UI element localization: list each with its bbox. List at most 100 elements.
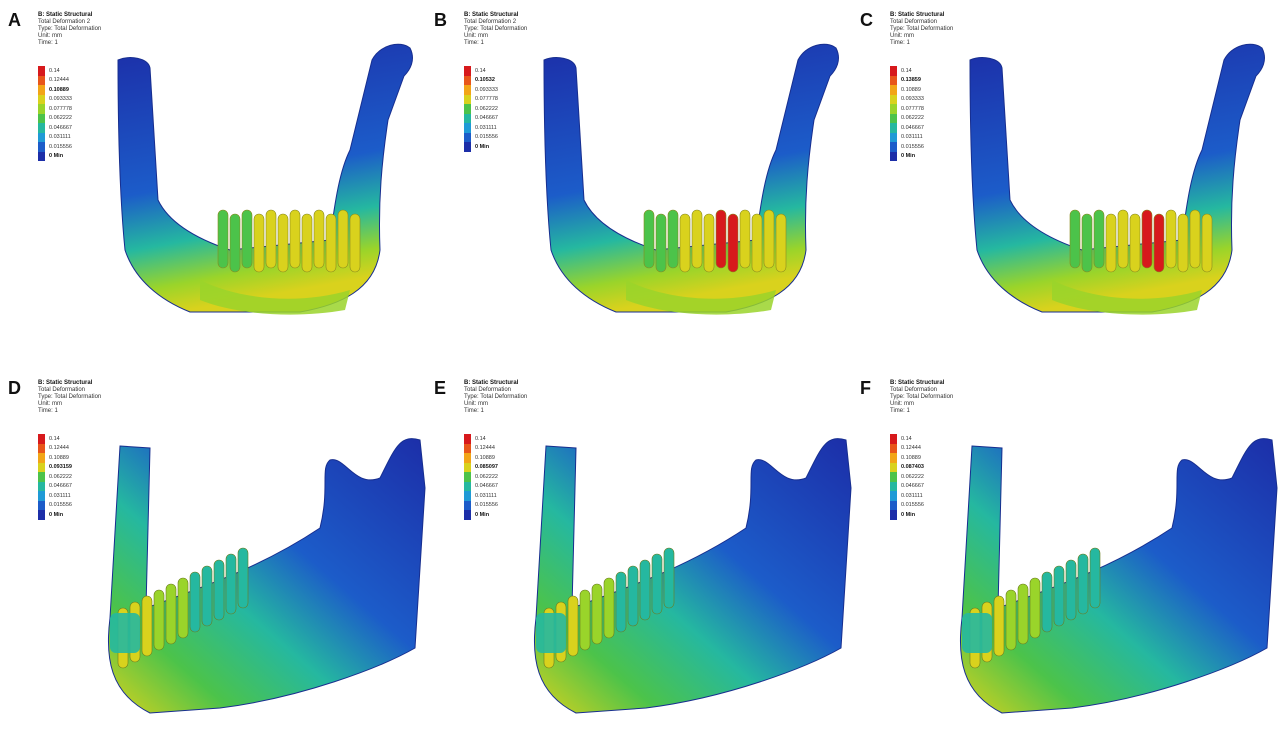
legend-label: 0.14 [475, 435, 486, 442]
legend-row: 0.093333 [464, 85, 498, 95]
color-legend: 0.14 0.10532 0.093333 0.077778 0.062222 0.046… [464, 66, 498, 152]
legend-label: 0.046667 [475, 483, 498, 490]
legend-swatch [464, 472, 471, 482]
legend-row: 0.077778 [464, 94, 498, 104]
legend-swatch [890, 66, 897, 76]
legend-swatch [38, 75, 45, 85]
legend-row: 0.14 [38, 66, 72, 76]
legend-label: 0.031111 [49, 492, 71, 499]
legend-label: 0.14 [49, 67, 60, 74]
legend-swatch [890, 132, 897, 142]
legend-row: 0.14 [890, 66, 924, 76]
header-line: Time: 1 [464, 40, 484, 46]
legend-label: 0.12444 [475, 445, 495, 452]
legend-label: 0.046667 [475, 115, 498, 122]
header-line: Total Deformation [38, 387, 86, 393]
legend-label: 0.031111 [475, 124, 497, 131]
legend-label: 0 Min [475, 143, 490, 150]
legend-row: 0.12444 [38, 443, 72, 453]
legend-label: 0 Min [901, 511, 916, 518]
legend-row: 0.10889 [890, 453, 924, 463]
legend-row: 0.12444 [38, 75, 72, 85]
header-line: Unit: mm [38, 401, 62, 407]
color-legend: 0.14 0.12444 0.10889 0.093159 0.062222 0.0466… [38, 434, 72, 520]
legend-row: 0 Min [38, 151, 72, 161]
legend-swatch [38, 510, 45, 520]
legend-swatch [890, 462, 897, 472]
legend-label: 0.093333 [475, 86, 498, 93]
legend-swatch [464, 491, 471, 501]
panel-letter: F [860, 378, 871, 398]
color-legend: 0.14 0.12444 0.10889 0.093333 0.077778 0.0622… [38, 66, 72, 161]
legend-row: 0.046667 [890, 123, 924, 133]
color-legend: 0.14 0.12444 0.10889 0.087403 0.062222 0.0466… [890, 434, 924, 520]
legend-row: 0.046667 [38, 123, 72, 133]
legend-row: 0.062222 [890, 472, 924, 482]
mandible-model-a [117, 43, 413, 315]
header-line: Unit: mm [38, 33, 62, 39]
header-line: Time: 1 [890, 408, 910, 414]
legend-label: 0.031111 [475, 492, 497, 499]
legend-swatch [890, 443, 897, 453]
legend-swatch [38, 123, 45, 133]
legend-row: 0 Min [38, 510, 72, 520]
header-line: Total Deformation 2 [38, 19, 91, 25]
legend-label: 0 Min [901, 153, 916, 160]
panel-b: B B: Static Structural Total Deformation 2… [426, 0, 852, 368]
legend-label: 0.14 [475, 67, 486, 74]
legend-swatch [38, 500, 45, 510]
legend-row: 0.015556 [890, 142, 924, 152]
legend-label: 0.14 [901, 435, 912, 442]
legend-swatch [464, 434, 471, 444]
legend-label: 0.031111 [901, 492, 923, 499]
legend-swatch [464, 75, 471, 85]
legend-row: 0.031111 [38, 491, 72, 501]
legend-label: 0.046667 [901, 124, 924, 131]
legend-label: 0.14 [49, 435, 60, 442]
header-line: Unit: mm [890, 401, 914, 407]
legend-row: 0.015556 [464, 500, 498, 510]
legend-label: 0.062222 [475, 473, 498, 480]
legend-label: 0.093333 [901, 96, 924, 103]
header-line: B: Static Structural [38, 380, 93, 386]
header-line: Unit: mm [464, 401, 488, 407]
header-line: Unit: mm [890, 33, 914, 39]
legend-swatch [38, 94, 45, 104]
legend-row: 0.062222 [890, 113, 924, 123]
header-line: B: Static Structural [890, 12, 945, 18]
legend-row: 0.062222 [38, 113, 72, 123]
header-line: Type: Total Deformation [464, 26, 528, 32]
legend-row: 0.12444 [464, 443, 498, 453]
header-line: B: Static Structural [38, 12, 93, 18]
result-header: B: Static Structural Total Deformation Typ… [890, 12, 953, 47]
legend-row: 0.12444 [890, 443, 924, 453]
header-line: Time: 1 [38, 40, 58, 46]
legend-swatch [464, 85, 471, 95]
color-legend: 0.14 0.13859 0.10889 0.093333 0.077778 0.0622… [890, 66, 924, 161]
legend-label: 0.077778 [475, 96, 498, 103]
legend-row: 0 Min [464, 510, 498, 520]
legend-row: 0.046667 [464, 481, 498, 491]
legend-label: 0.031111 [901, 134, 923, 141]
legend-row: 0.13859 [890, 75, 924, 85]
legend-swatch [890, 472, 897, 482]
legend-label: 0.10532 [475, 77, 495, 84]
legend-label: 0.12444 [49, 77, 69, 84]
legend-swatch [890, 142, 897, 152]
legend-swatch [38, 85, 45, 95]
legend-label: 0.077778 [49, 105, 72, 112]
panel-letter: C [860, 10, 873, 30]
header-line: Type: Total Deformation [38, 26, 102, 32]
legend-row: 0.062222 [38, 472, 72, 482]
legend-row: 0.015556 [464, 132, 498, 142]
legend-label: 0 Min [49, 511, 64, 518]
legend-swatch [464, 132, 471, 142]
legend-swatch [464, 500, 471, 510]
header-line: Type: Total Deformation [38, 394, 102, 400]
legend-swatch [890, 500, 897, 510]
header-line: Total Deformation [890, 387, 938, 393]
legend-swatch [890, 75, 897, 85]
legend-swatch [38, 132, 45, 142]
legend-swatch [464, 66, 471, 76]
legend-row: 0.10889 [38, 85, 72, 95]
